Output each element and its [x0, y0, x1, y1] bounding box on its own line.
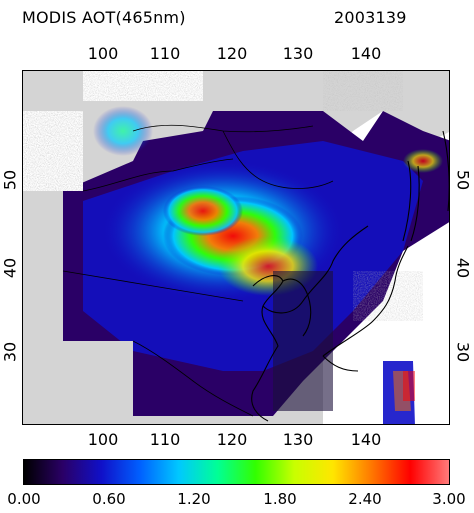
lon-tick-top-130: 130 — [282, 44, 314, 63]
colorbar-gradient — [24, 460, 449, 484]
colorbar-tick-2: 1.20 — [177, 490, 211, 508]
colorbar-tick-0: 0.00 — [7, 490, 41, 508]
lon-tick-top-140: 140 — [350, 44, 382, 63]
lat-tick-right-40: 40 — [453, 257, 473, 279]
colorbar-tick-3: 1.80 — [263, 490, 297, 508]
coastlines — [62, 124, 449, 422]
date-label: 2003139 — [334, 8, 407, 27]
lon-tick-top-110: 110 — [149, 44, 181, 63]
lon-tick-top-100: 100 — [87, 44, 119, 63]
lon-tick-bottom-110: 110 — [149, 430, 181, 449]
lon-tick-bottom-130: 130 — [282, 430, 314, 449]
aot-map-canvas — [23, 71, 449, 424]
lat-tick-right-50: 50 — [453, 169, 473, 191]
lon-tick-top-120: 120 — [216, 44, 248, 63]
lat-tick-left-30: 30 — [0, 341, 20, 363]
colorbar-tick-5: 3.00 — [432, 490, 466, 508]
lon-tick-bottom-140: 140 — [350, 430, 382, 449]
lat-tick-right-30: 30 — [453, 341, 473, 363]
aot-map — [22, 70, 450, 425]
colorbar-tick-1: 0.60 — [92, 490, 126, 508]
lon-tick-bottom-120: 120 — [216, 430, 248, 449]
colorbar — [23, 459, 450, 485]
colorbar-tick-4: 2.40 — [348, 490, 382, 508]
lat-tick-left-40: 40 — [0, 257, 20, 279]
lon-tick-bottom-100: 100 — [87, 430, 119, 449]
lat-tick-left-50: 50 — [0, 169, 20, 191]
map-title: MODIS AOT(465nm) — [22, 8, 186, 27]
